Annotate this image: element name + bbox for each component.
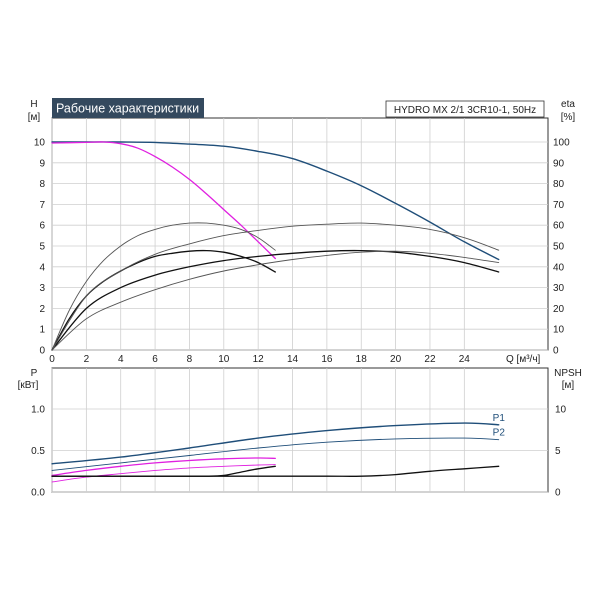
y-axis-unit-kw: [кВт]	[18, 380, 39, 391]
y-tick-label: 10	[34, 138, 46, 149]
x-tick-label: 18	[356, 354, 368, 365]
series-line-efficiency-6	[51, 250, 500, 351]
y-tick-label: 5	[39, 242, 45, 253]
series-line-power-2	[51, 457, 276, 477]
x-tick-label: 12	[253, 354, 265, 365]
x-tick-label: 10	[218, 354, 230, 365]
y-axis-label-p: P	[31, 368, 38, 379]
x-tick-label: 4	[118, 354, 124, 365]
y2-tick-label: 30	[553, 283, 565, 294]
bottom-series	[51, 422, 500, 483]
y-tick-label: 2	[39, 304, 45, 315]
y-tick-label: 1	[39, 325, 45, 336]
y2-tick-label: 10	[553, 325, 565, 336]
y2-tick-label: 0	[553, 346, 559, 357]
npsh-tick-label: 10	[555, 405, 567, 416]
y-tick-label: 4	[39, 262, 45, 273]
x-tick-label: 24	[459, 354, 471, 365]
x-tick-label: 14	[287, 354, 299, 365]
bottom-grid	[51, 368, 548, 493]
npsh-tick-label: 5	[555, 446, 561, 457]
y-tick-label: 8	[39, 179, 45, 190]
series-label-p1: P1	[493, 413, 506, 424]
y-tick-label: 6	[39, 221, 45, 232]
y-axis-unit-m: [м]	[28, 112, 41, 123]
series-line-power-4	[51, 465, 276, 477]
series-line-efficiency-2	[51, 249, 276, 351]
y-tick-label: 7	[39, 200, 45, 211]
y2-axis-label-npsh: NPSH	[554, 368, 582, 379]
y-tick-label: 3	[39, 283, 45, 294]
title-box	[52, 98, 204, 118]
x-tick-label: 22	[424, 354, 436, 365]
series-line-power-3	[51, 464, 276, 483]
series-line-power-5	[51, 465, 500, 477]
p-tick-label: 0.0	[31, 488, 45, 499]
y2-tick-label: 40	[553, 262, 565, 273]
y-axis-label-h: H	[30, 99, 37, 110]
y2-tick-label: 50	[553, 242, 565, 253]
y2-tick-label: 100	[553, 138, 570, 149]
y2-tick-label: 20	[553, 304, 565, 315]
subtitle-box	[385, 100, 545, 118]
series-line-efficiency-5	[51, 222, 500, 351]
x-tick-label: 8	[187, 354, 193, 365]
top-grid	[51, 118, 548, 351]
top-series	[51, 141, 500, 351]
y2-axis-unit-percent: [%]	[561, 112, 576, 123]
x-tick-label: 6	[152, 354, 158, 365]
chart-title: Рабочие характеристики	[56, 102, 199, 116]
series-label-p2: P2	[493, 428, 506, 439]
npsh-tick-label: 0	[555, 488, 561, 499]
series-line-head-1	[51, 141, 276, 260]
x-tick-label: 20	[390, 354, 402, 365]
x-tick-label: 16	[321, 354, 333, 365]
y2-axis-label-eta: eta	[561, 99, 575, 110]
y2-axis-unit-m: [м]	[562, 380, 575, 391]
y2-tick-label: 70	[553, 200, 565, 211]
y2-tick-label: 80	[553, 179, 565, 190]
p-tick-label: 0.5	[31, 446, 45, 457]
series-line-power-0	[51, 422, 500, 465]
x-tick-label: 0	[49, 354, 55, 365]
series-line-efficiency-3	[51, 222, 276, 351]
top-panel-frame	[51, 117, 549, 351]
tick-labels: 0 2 4 6 8 10 12 14 16 18 20 22 240123456789100102030…	[31, 138, 570, 499]
x-axis-label: Q [м³/ч]	[506, 354, 541, 365]
p-tick-label: 1.0	[31, 405, 45, 416]
x-tick-label: 2	[84, 354, 90, 365]
y-tick-label: 9	[39, 158, 45, 169]
chart-subtitle: HYDRO MX 2/1 3CR10-1, 50Hz	[394, 105, 536, 116]
series-line-power-1	[51, 437, 500, 471]
y-tick-label: 0	[39, 346, 45, 357]
series-line-head-0	[51, 141, 500, 261]
series-line-efficiency-4	[51, 249, 500, 351]
y2-tick-label: 60	[553, 221, 565, 232]
y2-tick-label: 90	[553, 158, 565, 169]
